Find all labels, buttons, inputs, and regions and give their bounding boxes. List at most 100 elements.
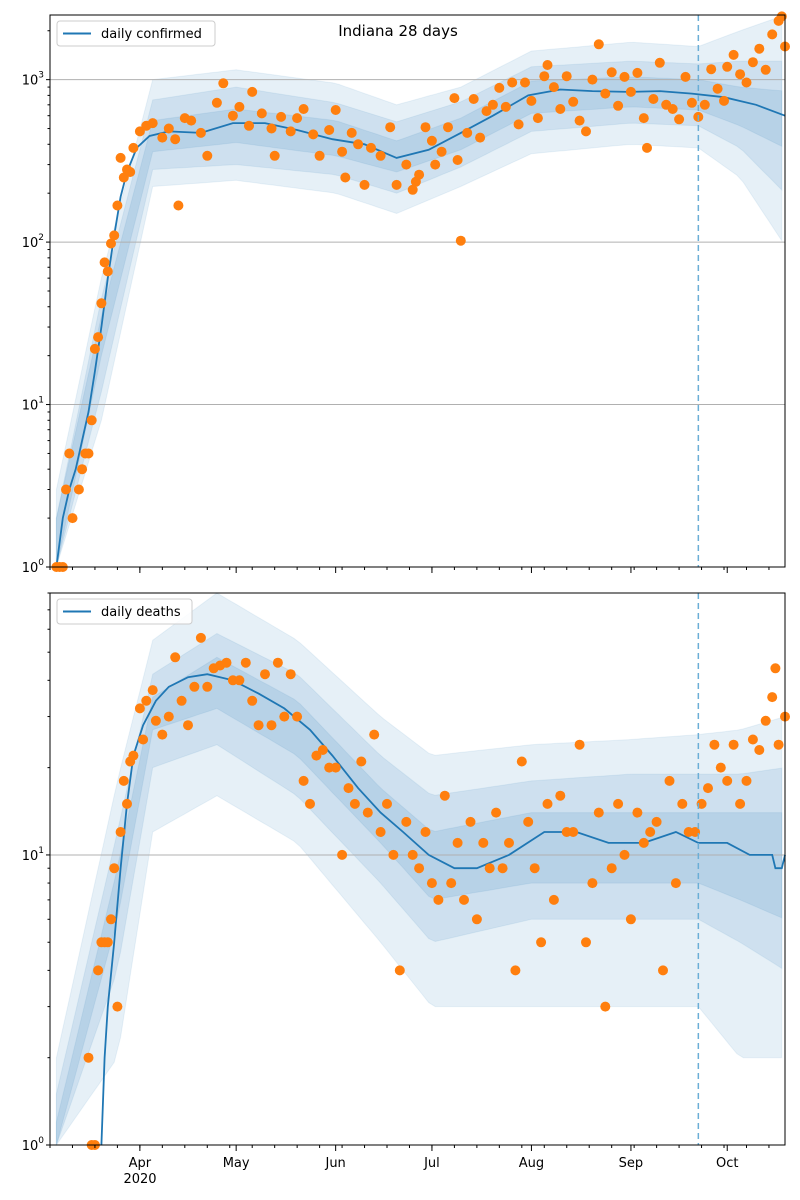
deaths-point — [638, 837, 649, 848]
deaths-point — [112, 1001, 123, 1012]
deaths-point — [292, 711, 303, 722]
deaths-ytick-label: 101 — [22, 846, 44, 864]
confirmed-point — [83, 448, 94, 459]
confirmed-point — [93, 332, 104, 343]
deaths-point — [715, 762, 726, 773]
confirmed-point — [680, 71, 691, 82]
deaths-point — [170, 652, 181, 663]
deaths-point — [189, 681, 200, 692]
confirmed-point — [218, 78, 229, 89]
confirmed-point — [449, 93, 460, 104]
confirmed-point — [539, 71, 550, 82]
deaths-point — [625, 914, 636, 925]
deaths-point — [760, 715, 771, 726]
confirmed-ytick-exponent: 1 — [38, 396, 44, 406]
deaths-point — [93, 965, 104, 976]
confirmed-point — [308, 129, 319, 140]
confirmed-point — [632, 67, 643, 78]
deaths-xtick-label: Apr — [129, 1156, 152, 1171]
deaths-point — [407, 849, 418, 860]
deaths-point — [439, 790, 450, 801]
deaths-point — [343, 783, 354, 794]
deaths-ytick-label: 100 — [22, 1136, 45, 1154]
deaths-xtick-label: Jun — [324, 1156, 345, 1171]
confirmed-ytick-exponent: 2 — [38, 233, 44, 243]
confirmed-point — [256, 108, 267, 119]
confirmed-point — [330, 105, 341, 115]
deaths-point — [446, 878, 457, 889]
confirmed-point — [227, 110, 238, 121]
confirmed-ytick-base: 10 — [22, 399, 39, 414]
confirmed-point — [542, 60, 553, 70]
deaths-point — [516, 756, 527, 767]
deaths-point — [581, 937, 591, 948]
confirmed-point — [346, 127, 357, 138]
deaths-point — [574, 739, 585, 750]
deaths-point — [279, 711, 290, 722]
deaths-point — [619, 849, 630, 860]
deaths-ytick-base: 10 — [22, 849, 39, 864]
confirmed-ytick-label: 101 — [22, 396, 44, 414]
deaths-point — [247, 695, 258, 706]
deaths-point — [150, 715, 161, 726]
deaths-frame — [49, 592, 786, 1146]
deaths-point — [459, 894, 469, 905]
confirmed-point — [157, 132, 168, 143]
deaths-point — [118, 775, 129, 786]
confirmed-point — [747, 57, 758, 68]
deaths-point — [202, 681, 213, 692]
deaths-ytick-base: 10 — [22, 1139, 39, 1154]
confirmed-point — [767, 29, 778, 40]
confirmed-ytick-base: 10 — [22, 74, 39, 89]
confirmed-point — [195, 127, 206, 138]
confirmed-point — [776, 11, 787, 22]
confirmed-point — [385, 122, 396, 133]
deaths-xtick-label: Aug — [519, 1156, 544, 1171]
confirmed-point — [414, 169, 425, 180]
deaths-point — [709, 739, 720, 750]
confirmed-point — [366, 142, 376, 153]
deaths-point — [115, 827, 126, 837]
deaths-point — [741, 775, 752, 786]
confirmed-point — [314, 150, 325, 161]
deaths-point — [369, 729, 380, 740]
confirmed-point — [625, 86, 636, 97]
confirmed-point — [234, 101, 245, 112]
confirmed-legend: daily confirmed — [56, 20, 216, 47]
deaths-point — [491, 807, 502, 818]
confirmed-point — [648, 94, 659, 104]
confirmed-point — [699, 99, 710, 110]
deaths-point — [234, 675, 245, 686]
confirmed-point — [722, 61, 733, 72]
deaths-point — [176, 695, 187, 706]
confirmed-point — [754, 43, 765, 54]
confirmed-point — [526, 95, 537, 106]
deaths-point — [317, 745, 328, 755]
confirmed-point — [642, 142, 652, 153]
deaths-point — [703, 783, 713, 794]
deaths-xtick-label: Oct — [716, 1156, 738, 1171]
confirmed-band-outer — [55, 15, 783, 568]
confirmed-chart-title: Indiana 28 days — [338, 22, 458, 40]
confirmed-ytick-base: 10 — [22, 236, 39, 251]
confirmed-point — [452, 155, 463, 165]
confirmed-point — [735, 69, 746, 80]
confirmed-ytick-label: 102 — [22, 233, 44, 251]
confirmed-point — [276, 111, 287, 122]
deaths-point — [478, 837, 489, 848]
deaths-point — [613, 798, 624, 809]
confirmed-point — [324, 125, 335, 135]
deaths-point — [183, 720, 193, 731]
deaths-point — [401, 816, 412, 827]
deaths-point — [568, 827, 579, 837]
deaths-point — [221, 657, 232, 668]
deaths-band-middle — [55, 632, 783, 1146]
confirmed-point — [494, 82, 505, 93]
deaths-point — [542, 798, 553, 809]
deaths-point — [773, 739, 784, 750]
confirmed-x-ticks — [49, 567, 770, 573]
confirmed-point — [86, 415, 97, 426]
